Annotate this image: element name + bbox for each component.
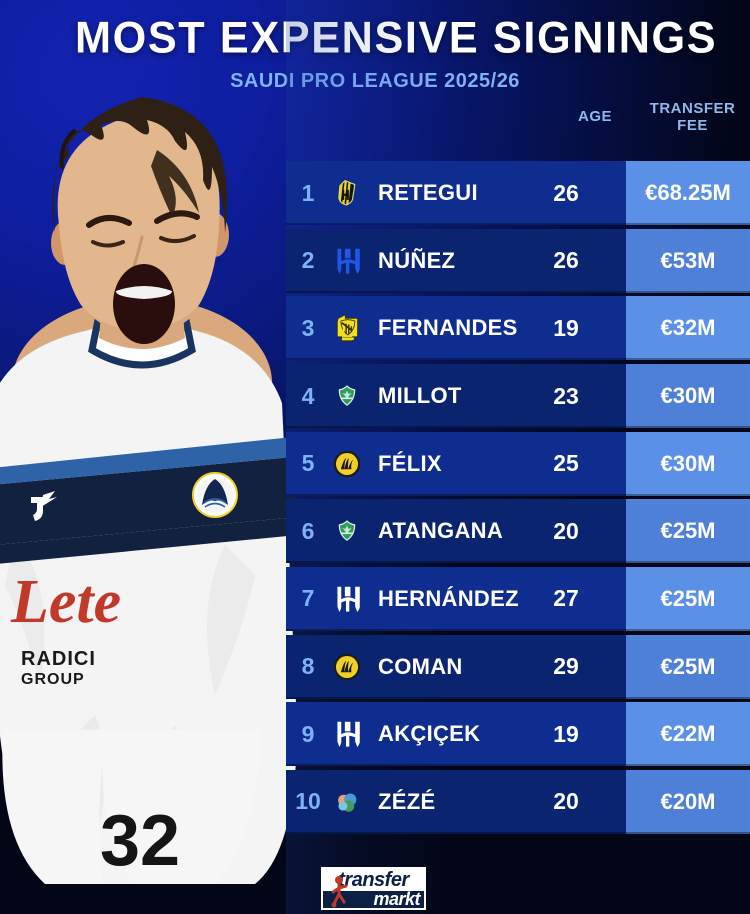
svg-text:Lete: Lete	[10, 568, 121, 636]
svg-text:32: 32	[100, 801, 180, 881]
svg-text:RADICI: RADICI	[21, 648, 96, 670]
svg-text:GROUP: GROUP	[21, 671, 85, 688]
